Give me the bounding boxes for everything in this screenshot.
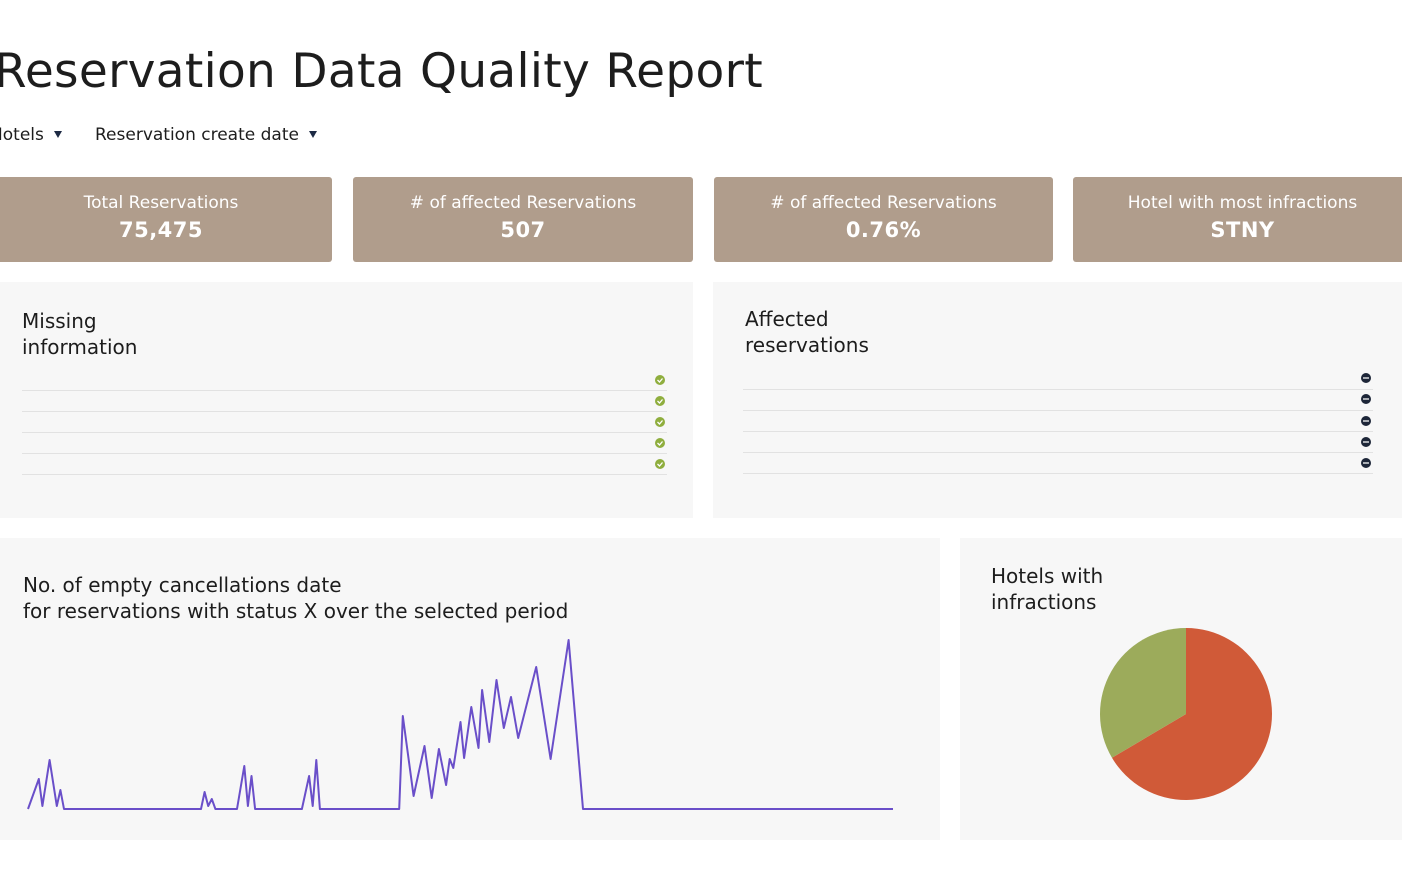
row-divider (22, 453, 667, 454)
pie-slice (1100, 628, 1186, 758)
date-filter[interactable]: Reservation create date (95, 125, 317, 145)
kpi-value: 0.76% (845, 218, 922, 242)
row-divider (22, 390, 667, 391)
row-divider (743, 452, 1373, 453)
kpi-label: Hotel with most infractions (1127, 193, 1358, 213)
arrow-marks (1363, 377, 1369, 464)
chart-title: Hotels with infractions (991, 564, 1104, 614)
row-divider (743, 389, 1373, 390)
check-icons (655, 375, 665, 469)
kpi-label: Total Reservations (83, 193, 239, 213)
hotels-filter[interactable]: Hotels (0, 125, 62, 145)
line-series (27, 639, 893, 810)
panel (0, 538, 940, 840)
kpi-card: # of affected Reservations 0.76% (714, 177, 1053, 262)
check-marks (657, 378, 663, 467)
kpi-card: Hotel with most infractions STNY (1073, 177, 1402, 262)
panel-title: Affected reservations (745, 307, 869, 357)
row-divider (743, 410, 1373, 411)
panel (713, 282, 1402, 518)
chart-title: No. of empty cancellations date for rese… (23, 573, 569, 623)
row-divider (22, 474, 667, 475)
row-divider (743, 431, 1373, 432)
kpi-card: # of affected Reservations 507 (353, 177, 693, 262)
kpi-value: 507 (500, 218, 546, 242)
kpi-value: STNY (1210, 218, 1275, 242)
row-divider (743, 473, 1373, 474)
kpi-label: # of affected Reservations (409, 193, 637, 213)
panel (0, 282, 693, 518)
row-divider (22, 411, 667, 412)
pie-slice (1111, 628, 1272, 801)
panel-title: Missing information (22, 309, 138, 359)
report-title: Reservation Data Quality Report (0, 44, 763, 99)
kpi-value: 75,475 (118, 218, 204, 242)
kpi-label: # of affected Reservations (770, 193, 997, 213)
row-divider (22, 432, 667, 433)
kpi-card: Total Reservations 75,475 (0, 177, 332, 262)
